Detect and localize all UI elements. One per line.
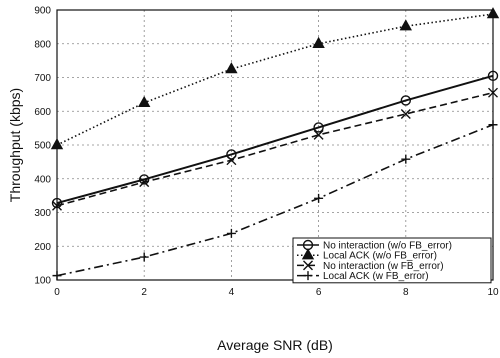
legend-box [292,237,492,284]
y-axis-ticks: 100 200 300 400 500 600 700 800 900 [34,6,51,287]
plot-area [56,9,494,281]
data-point [401,154,411,164]
legend-label: Local ACK (w FB_error) [323,271,429,282]
legend-item: No interaction (w FB_error) [297,260,444,272]
x-tick-label: 0 [54,287,60,298]
data-point [225,62,238,74]
x-tick-label: 10 [487,287,499,298]
data-point [399,19,412,31]
legend-marker [303,260,313,271]
series-line [56,124,494,277]
x-axis-ticks: 0 2 4 6 8 10 [54,287,499,298]
y-axis-label: Throughput (kbps) [7,88,23,202]
y-tick-label: 300 [34,208,51,219]
data-point [313,129,324,140]
y-tick-label: 200 [34,242,51,253]
legend-marker [301,248,315,260]
data-point [312,36,325,48]
y-tick-label: 900 [34,6,51,17]
data-point [226,155,237,166]
legend-item: Local ACK (w/o FB_error) [297,248,437,262]
data-point [400,108,411,119]
legend-label: No interaction (w/o FB_error) [323,241,452,252]
y-tick-label: 400 [34,174,51,185]
y-tick-label: 800 [34,39,51,50]
data-point [313,122,324,133]
data-point [400,95,411,106]
series-line [56,13,494,146]
legend: No interaction (w/o FB_error)Local ACK (… [292,237,492,284]
data-point [139,177,150,188]
x-tick-label: 2 [141,287,147,298]
x-tick-label: 4 [229,287,235,298]
data-point [139,252,149,262]
data-point [138,174,150,185]
series-line [56,74,494,205]
y-tick-label: 700 [34,73,51,84]
data-point [226,149,237,160]
x-tick-label: 8 [403,287,409,298]
y-tick-label: 500 [34,141,51,152]
x-tick-label: 6 [316,287,322,298]
data-point [138,95,151,108]
legend-item: Local ACK (w FB_error) [297,271,429,282]
series-1 [51,70,499,209]
x-axis-label: Average SNR (dB) [217,337,333,353]
series-layer [50,7,500,281]
series-3 [52,87,498,211]
y-tick-label: 100 [34,276,51,287]
data-point [314,193,324,203]
legend-label: No interaction (w FB_error) [323,261,444,272]
data-point [226,228,236,238]
legend-marker [303,271,313,281]
legend-label: Local ACK (w/o FB_error) [323,251,437,262]
y-tick-label: 600 [34,107,51,118]
series-line [56,91,494,207]
series-2 [50,7,500,150]
